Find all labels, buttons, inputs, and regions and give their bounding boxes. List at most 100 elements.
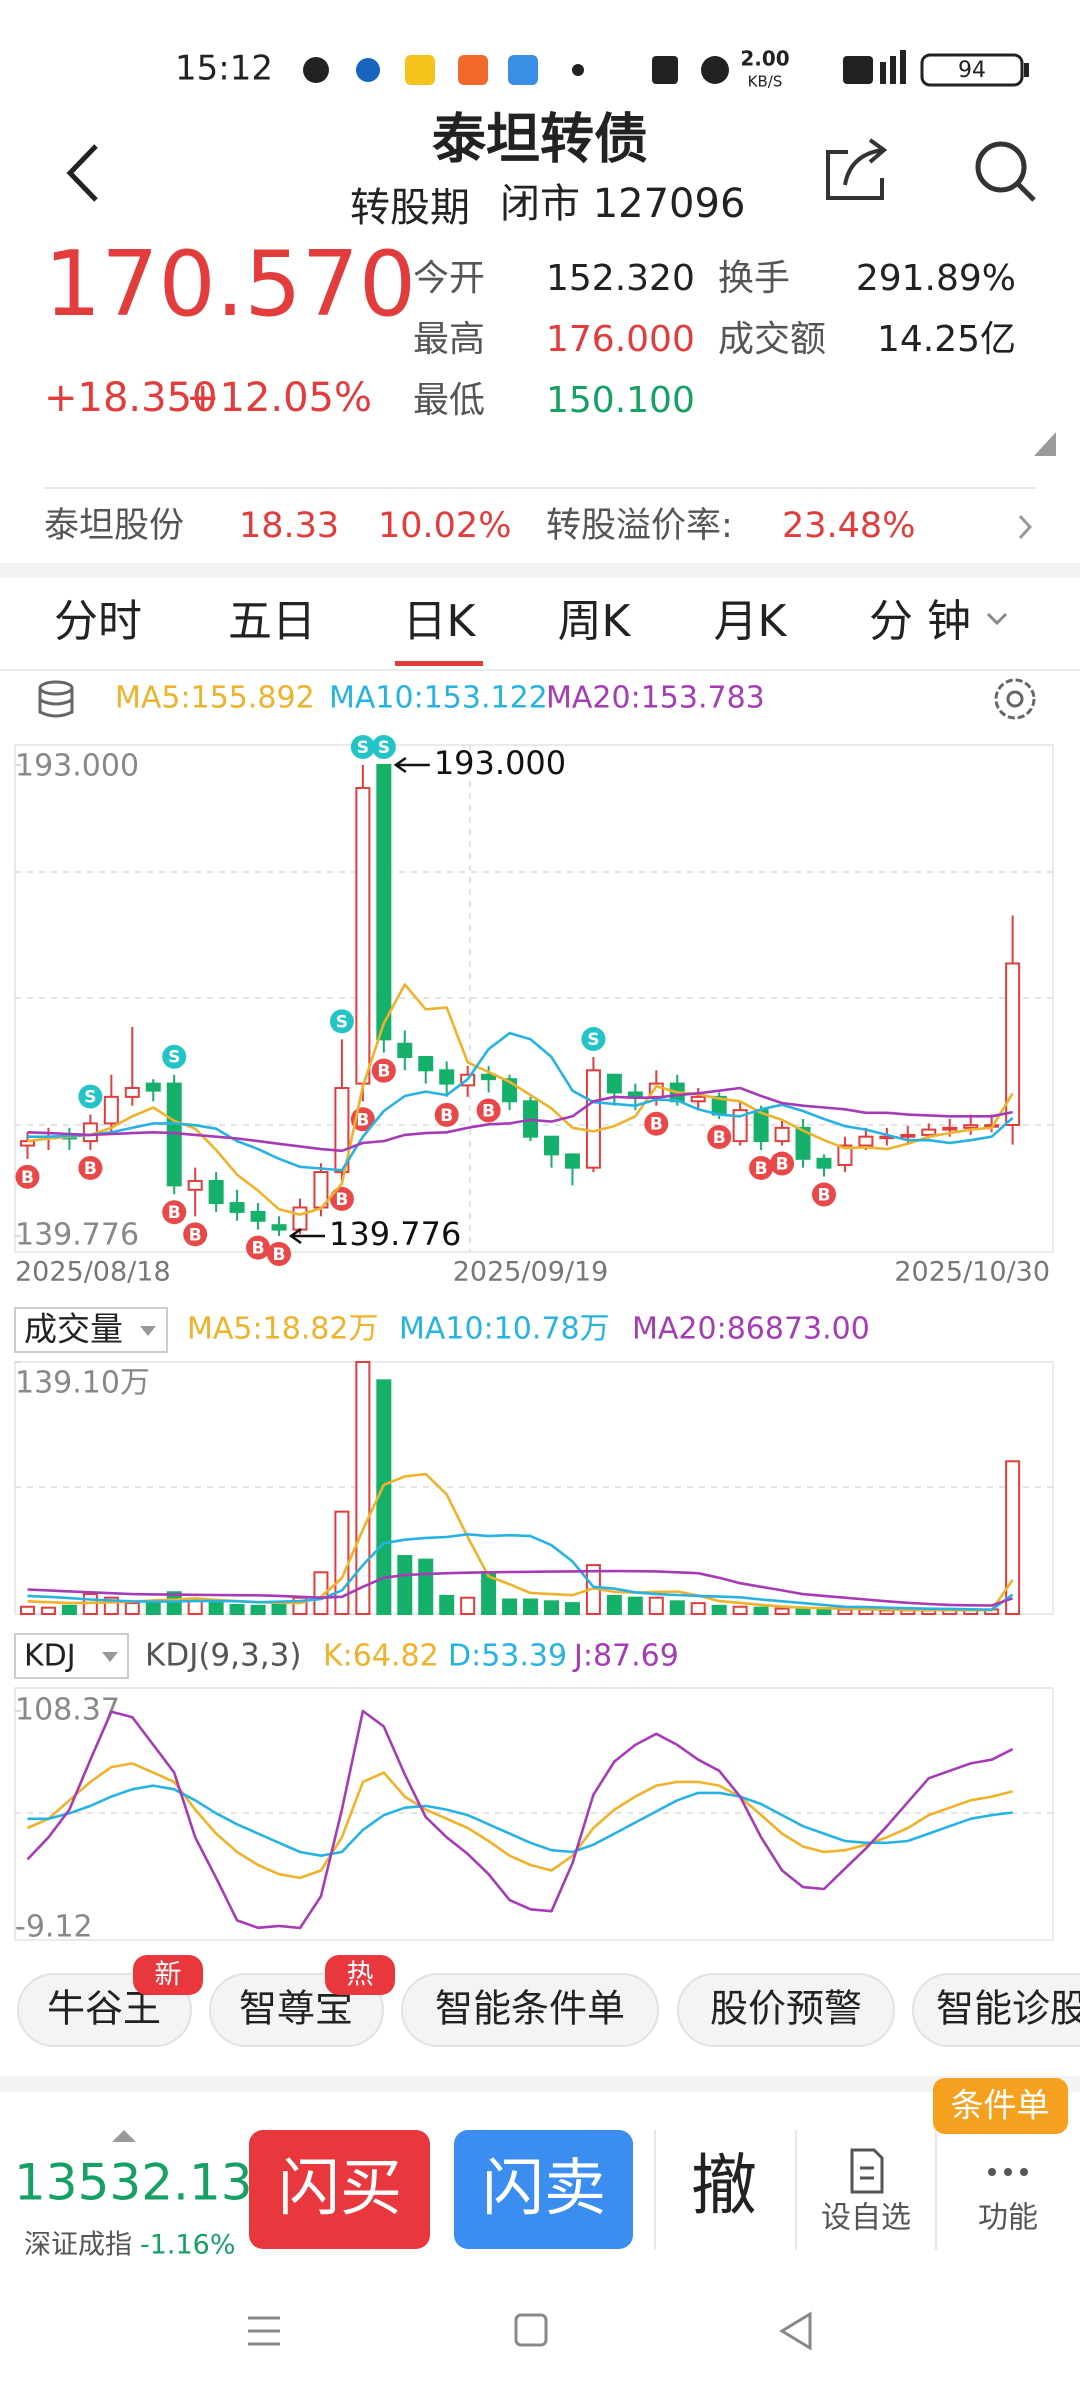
expand-toggle[interactable] [1034, 432, 1056, 456]
volume-bar [1005, 1460, 1021, 1615]
chip[interactable] [677, 1973, 895, 2047]
signal-label: B [817, 1186, 830, 1206]
field-label: 今开 [413, 258, 485, 299]
volume-bar [250, 1604, 266, 1615]
annotation-arrow [393, 756, 430, 774]
field-label: 成交额 [718, 319, 826, 360]
candle-body [774, 1126, 790, 1143]
candle-body [942, 1126, 958, 1131]
index-name: 深证成指 [24, 2230, 132, 2261]
volume-bar [166, 1591, 182, 1616]
y-tick-label: 139.10万 [15, 1366, 150, 1401]
series-line [27, 983, 1014, 1216]
volume-bar [460, 1596, 476, 1616]
icon [652, 56, 678, 84]
nav-home[interactable] [514, 2313, 548, 2347]
volume-bar [669, 1600, 685, 1616]
volume-bar [753, 1606, 769, 1615]
series-line [27, 1086, 1013, 1153]
legend-entry: MA10:10.78万 [399, 1312, 610, 1347]
nav-menu[interactable] [248, 2316, 280, 2346]
candle-body [376, 764, 392, 1041]
more-label: 功能 [978, 2201, 1038, 2236]
selector-box[interactable] [14, 1307, 168, 1353]
chip-label: 股价预警 [710, 1987, 862, 2031]
legend-entry: K:64.82 [323, 1639, 439, 1674]
field-value: 152.320 [546, 258, 695, 299]
series-line [26, 1709, 1014, 1930]
chip[interactable] [401, 1973, 659, 2047]
tab[interactable]: 五日 [228, 596, 316, 647]
tab[interactable]: 分时 [54, 596, 142, 647]
battery-tip [1024, 63, 1029, 77]
volume-bar [355, 1361, 371, 1615]
volume-bar [397, 1555, 413, 1616]
signal-label: S [587, 1030, 599, 1050]
status-icons [303, 50, 906, 85]
field-label: 最高 [413, 319, 485, 360]
sell-button[interactable] [454, 2130, 633, 2249]
underlying-name: 泰坦股份 [44, 506, 184, 546]
premium-value: 23.48% [782, 506, 915, 546]
settings-button[interactable] [994, 678, 1036, 720]
cancel-button[interactable]: 撤 [691, 2147, 757, 2224]
net-speed: 2.00 [740, 47, 789, 71]
candle-body [627, 1091, 643, 1098]
volume-bar [313, 1571, 329, 1616]
dropdown-caret [986, 612, 1008, 626]
tab[interactable]: 日K [403, 596, 477, 647]
signal-marker [162, 1200, 187, 1225]
signal-label: B [650, 1115, 663, 1135]
page-title: 泰坦转债 [432, 108, 648, 171]
nav-back[interactable] [779, 2311, 812, 2351]
series-line [27, 1472, 1014, 1612]
underlying-row[interactable]: 泰坦股份 18.33 10.02% 转股溢价率: 23.48% [44, 506, 1033, 546]
tab[interactable]: 周K [558, 596, 632, 647]
share-button[interactable] [826, 138, 888, 200]
signal-label: B [776, 1155, 789, 1175]
candle-body [418, 1056, 434, 1072]
section-gap [0, 563, 1080, 578]
signal-label: B [356, 1110, 369, 1130]
series-line [27, 1569, 1014, 1607]
icon [843, 56, 873, 84]
chevron [1018, 514, 1033, 540]
watchlist-button[interactable]: 设自选 [821, 2148, 911, 2236]
candle-body [732, 1109, 748, 1143]
share-icon [826, 150, 884, 200]
signal-marker [15, 1164, 40, 1189]
status-time: 15:12 [175, 49, 273, 89]
more-button[interactable]: 功能 [978, 2168, 1038, 2236]
buy-button[interactable] [249, 2130, 430, 2249]
volume-bar [20, 1605, 35, 1616]
search-button[interactable] [975, 141, 1036, 202]
chip-badge-text: 新 [155, 1960, 182, 1991]
icon [38, 688, 74, 718]
signal-label: B [21, 1168, 34, 1188]
signal-label: B [84, 1159, 97, 1179]
volume-bar [523, 1598, 539, 1616]
icon [1006, 690, 1024, 708]
signal-label: B [252, 1239, 265, 1259]
tab[interactable]: 月K [714, 596, 788, 647]
candle-body [439, 1069, 455, 1085]
volume-bar [879, 1609, 895, 1616]
candle-body [145, 1082, 161, 1092]
icon [1004, 2168, 1012, 2176]
back-button[interactable] [66, 144, 98, 202]
kdj-panel [14, 1687, 1054, 1941]
legend-entry: MA20:86873.00 [632, 1312, 870, 1347]
signal-marker [581, 1027, 606, 1052]
signal-marker [811, 1182, 836, 1207]
kdj-selector: KDJ [24, 1639, 76, 1674]
last-price: 170.570 [44, 232, 416, 337]
tab[interactable]: 分 钟 [869, 596, 971, 647]
index-value: 13532.13 [14, 2154, 253, 2212]
badge[interactable] [933, 2078, 1068, 2134]
icon [356, 58, 380, 82]
chip[interactable] [912, 1973, 1080, 2047]
db-icon[interactable] [38, 680, 74, 718]
selector-box[interactable] [14, 1633, 129, 1679]
signal-label: B [168, 1203, 181, 1223]
